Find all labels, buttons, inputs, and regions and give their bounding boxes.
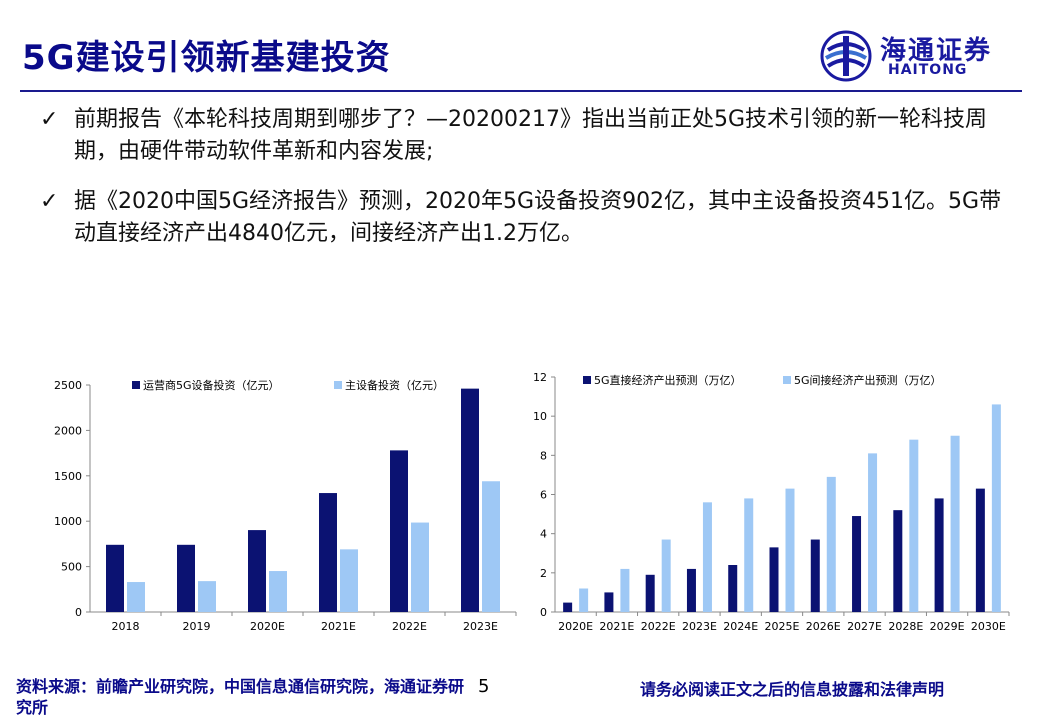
bar-series-1 [177, 544, 195, 612]
source-note: 资料来源：前瞻产业研究院，中国信息通信研究院，海通证券研究所 [16, 677, 465, 717]
bar-series-1 [319, 493, 337, 612]
x-tick-label: 2021E [599, 620, 634, 633]
bar-series-2 [826, 476, 836, 612]
y-tick-label: 1500 [54, 470, 82, 483]
x-tick-label: 2018 [112, 620, 140, 633]
bar-series-2 [744, 498, 754, 612]
legend-label: 主设备投资（亿元） [345, 378, 444, 392]
x-tick-label: 2020E [558, 620, 593, 633]
y-tick-label: 2500 [54, 379, 82, 392]
equipment-investment-chart: 0 500 1000 1500 2000 2500 2018 2019 2020E 2021E 20… [54, 378, 517, 633]
y-tick-label: 2 [540, 567, 547, 580]
bar-series-2 [661, 539, 671, 612]
haitong-logo: 海通证券 HAITONG [818, 28, 1018, 84]
bar-series-2 [702, 502, 712, 612]
bar-series-2 [198, 581, 216, 612]
page-title: 5G建设引领新基建投资 [22, 38, 391, 78]
bar-series-1 [461, 388, 479, 612]
x-tick-label: 2022E [392, 620, 427, 633]
bar-series-1 [686, 568, 696, 612]
bar-series-1 [248, 530, 266, 612]
x-tick-label: 2019 [183, 620, 211, 633]
legend-label: 运营商5G设备投资（亿元） [143, 378, 280, 392]
bar-series-2 [340, 549, 358, 612]
y-tick-label: 0 [75, 606, 82, 619]
logo-english-name: HAITONG [888, 62, 968, 78]
x-tick-label: 2027E [847, 620, 882, 633]
y-tick-label: 10 [533, 410, 547, 423]
bar-series-2 [411, 522, 429, 612]
y-tick-label: 12 [533, 371, 547, 384]
x-tick-label: 2022E [641, 620, 676, 633]
bar-series-1 [645, 574, 655, 612]
x-tick-label: 2023E [682, 620, 717, 633]
haitong-emblem-icon [820, 30, 872, 82]
bar-series-1 [893, 510, 903, 612]
disclaimer: 请务必阅读正文之后的信息披露和法律声明 [640, 680, 945, 699]
bar-series-2 [579, 588, 589, 612]
legend-label: 5G间接经济产出预测（万亿） [794, 373, 942, 387]
economic-output-chart: 0 2 4 6 8 10 12 2020E 2021E 2022E 2023E 2024E 2025E 2… [533, 371, 1010, 633]
bar-series-2 [620, 568, 630, 612]
bar-series-1 [563, 602, 573, 612]
check-icon: ✓ [40, 189, 59, 214]
bar-series-2 [909, 439, 919, 612]
x-tick-label: 2028E [888, 620, 923, 633]
y-tick-label: 500 [61, 561, 82, 574]
x-tick-label: 2029E [930, 620, 965, 633]
x-tick-label: 2023E [463, 620, 498, 633]
y-tick-label: 4 [540, 528, 547, 541]
y-tick-label: 8 [540, 449, 547, 462]
legend-swatch [783, 376, 791, 384]
x-tick-label: 2020E [250, 620, 285, 633]
check-icon: ✓ [40, 107, 59, 132]
page-number: 5 [478, 676, 490, 697]
bar-series-1 [975, 488, 985, 612]
bar-series-2 [785, 488, 795, 612]
logo-chinese-name: 海通证券 [880, 36, 993, 66]
x-tick-label: 2026E [806, 620, 841, 633]
legend-label: 5G直接经济产出预测（万亿） [594, 373, 742, 387]
y-tick-label: 6 [540, 489, 547, 502]
bar-series-1 [769, 547, 779, 612]
bullet-text: 据《2020中国5G经济报告》预测，2020年5G设备投资902亿，其中主设备投… [74, 189, 1002, 246]
bar-series-1 [934, 498, 944, 612]
bar-series-1 [106, 544, 124, 612]
bar-series-2 [127, 582, 145, 612]
x-tick-label: 2021E [321, 620, 356, 633]
bar-series-2 [482, 481, 500, 612]
bar-series-1 [852, 516, 862, 612]
bar-series-1 [390, 450, 408, 612]
x-tick-label: 2025E [765, 620, 800, 633]
y-tick-label: 2000 [54, 424, 82, 437]
legend-swatch [583, 376, 591, 384]
legend-swatch [334, 381, 342, 389]
bar-series-1 [810, 539, 820, 612]
y-tick-label: 1000 [54, 515, 82, 528]
bar-series-2 [950, 435, 960, 612]
bar-series-1 [728, 565, 738, 612]
x-tick-label: 2024E [723, 620, 758, 633]
y-tick-label: 0 [540, 606, 547, 619]
bar-series-1 [604, 592, 614, 612]
bar-series-2 [991, 404, 1001, 612]
legend-swatch [132, 381, 140, 389]
bullet-text: 前期报告《本轮科技周期到哪步了？—20200217》指出当前正处5G技术引领的新… [74, 107, 988, 164]
header-divider [20, 90, 1022, 92]
bar-series-2 [868, 453, 878, 612]
x-tick-label: 2030E [971, 620, 1006, 633]
bar-series-2 [269, 571, 287, 612]
